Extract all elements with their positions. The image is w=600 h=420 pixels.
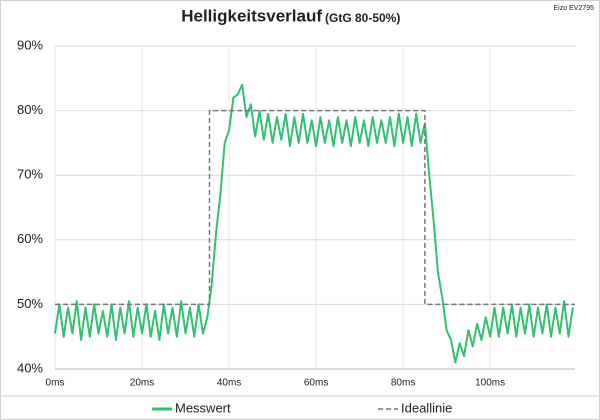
y-tick-label: 90% xyxy=(17,37,43,52)
y-tick-label: 40% xyxy=(17,360,43,375)
series-line xyxy=(55,109,575,306)
x-tick-label: 20ms xyxy=(130,378,154,389)
y-tick-label: 80% xyxy=(17,102,43,117)
legend-label: Ideallinie xyxy=(401,400,452,415)
x-tick-label: 0ms xyxy=(46,378,65,389)
chart-title: Helligkeitsverlauf xyxy=(181,6,322,25)
y-tick-label: 50% xyxy=(17,296,43,311)
annotation: Eizo EV2795 xyxy=(554,5,595,12)
x-tick-label: 100ms xyxy=(475,378,505,389)
x-tick-label: 40ms xyxy=(217,378,241,389)
series-line xyxy=(54,83,574,364)
y-tick-label: 60% xyxy=(17,231,43,246)
x-tick-label: 60ms xyxy=(304,378,328,389)
legend-label: Messwert xyxy=(175,400,231,415)
y-tick-label: 70% xyxy=(17,167,43,182)
chart-subtitle: (GtG 80-50%) xyxy=(325,11,400,25)
x-tick-label: 80ms xyxy=(391,378,415,389)
